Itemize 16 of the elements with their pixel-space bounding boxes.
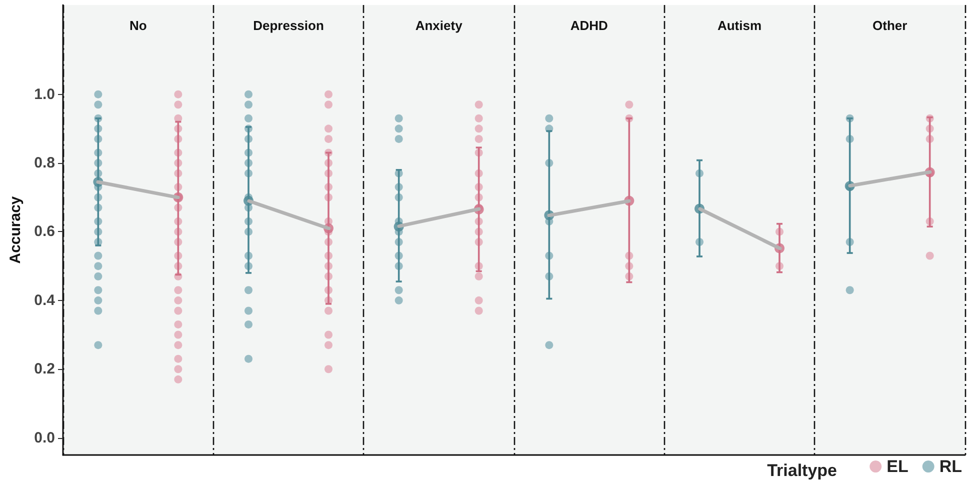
legend-label: RL (939, 457, 962, 476)
y-tick-label: 0.8 (34, 154, 55, 172)
x-tick-label: Anxiety (415, 18, 464, 33)
y-tick-label: 0.2 (34, 360, 55, 378)
x-tick-label: ADHD (570, 18, 608, 33)
y-tick-label: 1.0 (34, 86, 55, 103)
x-tick-label: No (129, 18, 147, 33)
legend-label: EL (886, 457, 908, 476)
y-tick-label: 0.0 (34, 429, 55, 446)
x-tick-label: Autism (717, 18, 762, 33)
legend-title: Trialtype (767, 461, 838, 480)
y-tick-label: 0.4 (34, 292, 56, 309)
y-tick-label: 0.6 (34, 223, 55, 240)
x-tick-label: Depression (253, 18, 324, 33)
y-axis-title: Accuracy (7, 196, 24, 264)
x-tick-label: Other (872, 18, 908, 33)
